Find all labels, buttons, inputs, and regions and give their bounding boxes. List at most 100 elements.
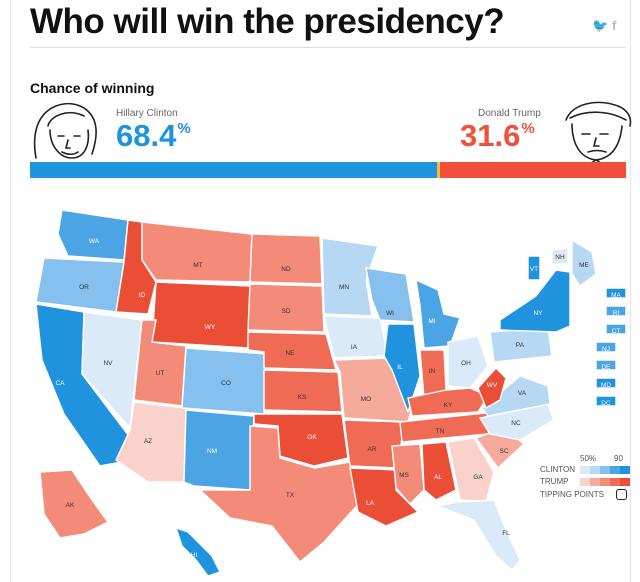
state-ny[interactable] [499,269,571,333]
state-label-ak: AK [66,502,75,509]
clinton-percentage: 68.4% [116,118,191,153]
chance-bar-clinton [30,162,438,178]
state-label-mi: MI [428,318,435,325]
state-label-id: ID [139,292,146,299]
state-label-va: VA [518,390,527,397]
state-sd[interactable] [247,283,325,333]
chance-bar-divider [437,162,440,178]
state-label-wv: WV [487,382,498,389]
legend-trump-swatch-4 [610,478,620,486]
state-va[interactable] [481,375,551,417]
state-mn[interactable] [321,237,379,317]
state-label-il: IL [397,364,403,371]
state-label-hi: HI [191,552,198,559]
section-title: Chance of winning [30,80,155,96]
state-label-ut: UT [156,370,165,377]
state-label-nm: NM [207,448,217,455]
state-mi[interactable] [415,279,461,349]
legend-tipping-label: TIPPING POINTS [540,490,605,499]
trump-percentage: 31.6% [460,118,535,153]
state-label-mn: MN [339,284,349,291]
state-nh[interactable] [551,247,569,265]
state-nd[interactable] [249,233,323,285]
legend-clinton-ramp [580,466,630,474]
legend-trump-swatch-1 [580,478,590,486]
state-wy[interactable] [151,281,251,349]
state-wv[interactable] [477,367,507,409]
state-label-nh: NH [555,254,565,261]
state-label-ar: AR [367,446,376,453]
page-left-rule [10,0,11,582]
state-label-ky: KY [444,402,453,409]
state-label-ri: RI [613,310,620,317]
map-legend: 50% 90 CLINTON TRUMP TIPPING POINTS [540,454,630,504]
state-label-me: ME [579,262,589,269]
legend-trump-swatch-3 [600,478,610,486]
state-label-dc: DC [601,400,611,407]
state-oh[interactable] [447,335,489,389]
state-dc[interactable] [595,395,617,407]
us-electoral-map: WA OR CA NV ID MT WY UT AZ CO NM ND SD NE KS OK TX MN IA MO… [35,209,627,577]
state-label-az: AZ [144,438,152,445]
state-label-ct: CT [612,328,621,335]
state-ak[interactable] [39,469,109,539]
state-ms[interactable] [391,443,425,505]
legend-tick-high: 90 [614,454,623,463]
state-md[interactable] [595,377,617,389]
state-label-de: DE [601,364,611,371]
state-nm[interactable] [183,409,255,491]
state-wi[interactable] [365,267,415,323]
state-ut[interactable] [133,319,187,407]
clinton-portrait-icon [33,102,97,159]
clinton-name: Hillary Clinton [116,108,178,119]
state-ks[interactable] [263,369,343,413]
state-wa[interactable] [57,209,129,261]
state-nj[interactable] [595,341,617,353]
state-label-oh: OH [461,360,471,367]
state-label-sd: SD [281,308,290,315]
state-label-ok: OK [307,434,317,441]
trump-name: Donald Trump [478,108,541,119]
header-divider [30,47,626,48]
facebook-icon[interactable]: f [612,18,617,33]
state-tx[interactable] [199,425,363,563]
legend-trump-swatch-5 [620,478,630,486]
state-de[interactable] [595,359,617,371]
state-vt[interactable] [527,255,541,281]
legend-clinton-swatch-1 [580,466,590,474]
state-label-wa: WA [89,238,100,245]
state-label-md: MD [601,382,611,389]
state-label-nv: NV [103,360,113,367]
page-right-rule [630,0,631,582]
state-label-wy: WY [205,324,216,331]
state-ma[interactable] [605,287,627,299]
state-label-wi: WI [386,310,394,317]
clinton-pct-value: 68.4 [116,118,177,153]
state-label-nc: NC [511,420,521,427]
state-me[interactable] [571,239,597,287]
state-label-ny: NY [533,310,543,317]
state-al[interactable] [421,441,457,501]
state-ct[interactable] [605,323,627,335]
legend-clinton-swatch-5 [620,466,630,474]
state-label-ma: MA [611,292,621,299]
state-label-tn: TN [436,428,445,435]
state-label-vt: VT [530,266,538,273]
legend-trump-ramp [580,478,630,486]
trump-pct-value: 31.6 [460,118,521,153]
legend-clinton-swatch-3 [600,466,610,474]
state-ga[interactable] [447,437,495,503]
legend-trump-swatch-2 [590,478,600,486]
state-ok[interactable] [253,413,349,467]
state-mt[interactable] [141,221,253,283]
state-il[interactable] [383,323,421,413]
state-ne[interactable] [247,331,337,371]
state-ia[interactable] [323,315,389,359]
twitter-icon[interactable]: 🐦 [592,18,609,33]
state-hi[interactable] [175,527,221,577]
state-label-mo: MO [361,396,371,403]
state-fl[interactable] [437,499,521,571]
state-label-tx: TX [286,492,295,499]
page-title: Who will win the presidency? [30,2,505,41]
state-ri[interactable] [605,305,627,317]
